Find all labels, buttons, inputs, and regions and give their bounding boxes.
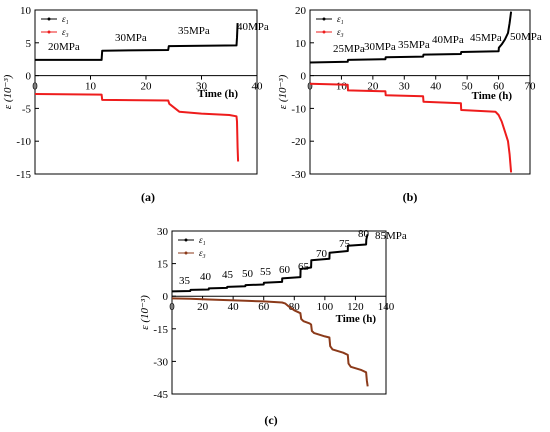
x-tick-label: 60 (493, 81, 505, 93)
y-tick-label: -15 (153, 324, 168, 336)
series-line-e1 (309, 11, 513, 64)
stress-label: 50MPa (510, 31, 542, 43)
x-tick-label: 40 (430, 81, 442, 93)
x-tick-label: 0 (32, 81, 38, 93)
x-tick-label: 30 (196, 81, 208, 93)
x-tick-label: 0 (307, 81, 313, 93)
x-tick-label: 60 (258, 301, 270, 313)
y-tick-label: 0 (163, 291, 169, 303)
y-tick-label: 10 (20, 5, 32, 17)
x-axis-label: Time (h) (198, 88, 239, 100)
x-tick-label: 120 (347, 301, 364, 313)
x-tick-label: 20 (141, 81, 153, 93)
series-line-e1 (171, 233, 369, 293)
y-tick-label: -30 (291, 169, 306, 181)
stress-label: 35MPa (398, 39, 430, 51)
stress-label: 30MPa (364, 41, 396, 53)
series-line-e3 (34, 93, 240, 162)
stress-label: 80 (358, 228, 370, 240)
y-tick-label: -30 (153, 356, 168, 368)
legend-marker (322, 17, 326, 21)
x-tick-label: 40 (252, 81, 264, 93)
y-tick-label: -45 (153, 389, 168, 401)
y-tick-label: -5 (22, 103, 32, 115)
y-tick-label: -10 (291, 103, 306, 115)
x-tick-label: 80 (289, 301, 301, 313)
stress-label: 20MPa (48, 41, 80, 53)
legend-entry: ε₃ (62, 27, 69, 37)
legend-entry: ε₁ (62, 14, 69, 24)
stress-label: 65 (298, 261, 310, 273)
x-tick-label: 10 (85, 81, 97, 93)
legend-marker (184, 251, 188, 255)
legend-marker (322, 30, 326, 34)
legend-marker (184, 238, 188, 242)
series-line-e3 (309, 82, 513, 173)
legend-marker (47, 17, 51, 21)
y-tick-label: 5 (26, 38, 32, 50)
legend-marker (47, 30, 51, 34)
stress-label: 50 (242, 268, 254, 280)
stress-label: 70 (316, 248, 328, 260)
legend-entry: ε₃ (199, 248, 206, 258)
stress-label: 60 (279, 264, 291, 276)
x-tick-label: 50 (462, 81, 474, 93)
x-tick-label: 70 (525, 81, 537, 93)
legend-entry: ε₁ (199, 235, 206, 245)
series-line-e1 (35, 23, 239, 61)
x-tick-label: 30 (399, 81, 411, 93)
y-tick-label: 30 (157, 226, 169, 238)
y-tick-label: -20 (291, 136, 306, 148)
stress-label: 85MPa (375, 230, 407, 242)
y-tick-label: -15 (16, 169, 31, 181)
stress-label: 25MPa (333, 43, 365, 55)
panel-a-label: (a) (141, 190, 155, 204)
panel-b-label: (b) (403, 190, 418, 204)
x-axis-label: Time (h) (336, 313, 377, 325)
stress-label: 35 (179, 275, 191, 287)
stress-label: 40MPa (432, 34, 464, 46)
stress-label: 40MPa (237, 21, 269, 33)
y-axis-label: ε (10⁻³) (277, 74, 289, 109)
panel-c-label: (c) (264, 413, 277, 427)
series-line-e3 (171, 297, 369, 387)
y-axis-label: ε (10⁻³) (139, 295, 151, 330)
stress-label: 45MPa (470, 32, 502, 44)
plot-frame (309, 9, 531, 175)
plot-frame (34, 9, 258, 175)
stress-label: 55 (260, 266, 272, 278)
x-axis-label: Time (h) (472, 90, 513, 102)
x-tick-label: 100 (317, 301, 334, 313)
y-tick-label: 20 (295, 5, 307, 17)
y-tick-label: 0 (26, 71, 32, 83)
stress-label: 45 (222, 269, 234, 281)
plot-frame (171, 230, 387, 395)
x-tick-label: 20 (367, 81, 379, 93)
x-tick-label: 10 (336, 81, 348, 93)
y-tick-label: 0 (301, 71, 307, 83)
stress-label: 35MPa (178, 25, 210, 37)
stress-label: 75 (339, 238, 351, 250)
x-tick-label: 40 (228, 301, 240, 313)
y-axis-label: ε (10⁻³) (2, 74, 14, 109)
x-tick-label: 20 (197, 301, 209, 313)
y-tick-label: -10 (16, 136, 31, 148)
y-tick-label: 10 (295, 38, 307, 50)
legend-entry: ε₁ (337, 14, 344, 24)
stress-label: 40 (200, 271, 212, 283)
y-tick-label: 15 (157, 259, 169, 271)
x-tick-label: 0 (169, 301, 175, 313)
legend-entry: ε₃ (337, 27, 344, 37)
stress-label: 30MPa (115, 32, 147, 44)
x-tick-label: 140 (378, 301, 395, 313)
